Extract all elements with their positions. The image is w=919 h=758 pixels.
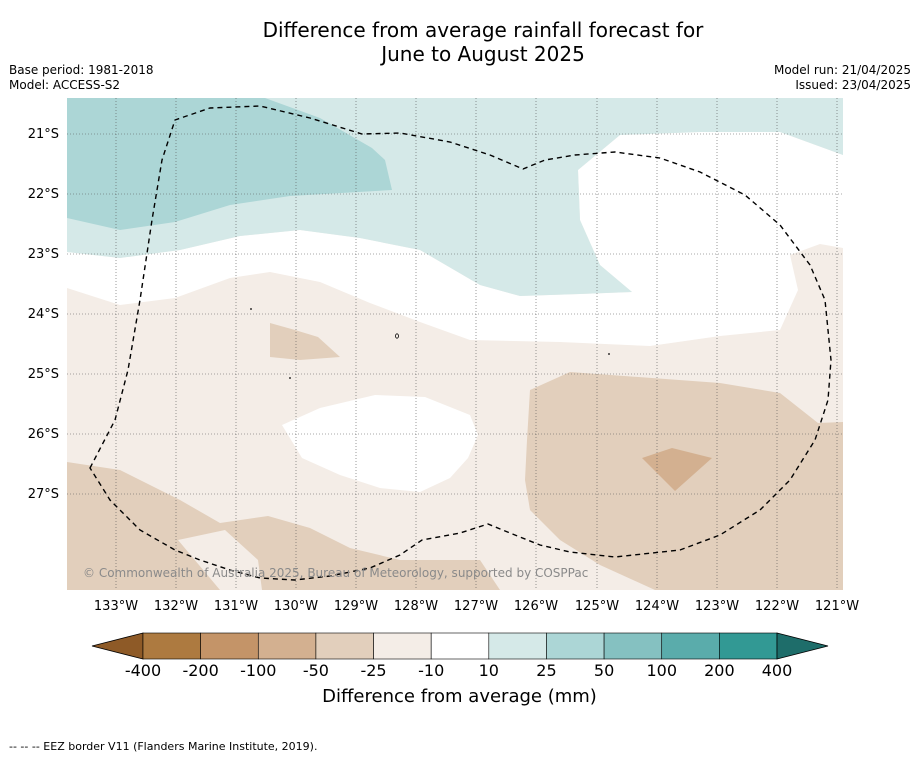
meta-right: Model run: 21/04/2025 Issued: 23/04/2025 xyxy=(774,63,911,93)
model-run-text: Model run: 21/04/2025 xyxy=(773,63,911,77)
colorbar-title: Difference from average (mm) xyxy=(322,686,597,707)
island-mark xyxy=(250,308,252,310)
colorbar-tick-label: 50 xyxy=(594,661,614,680)
wet-region-medium xyxy=(67,98,392,230)
colorbar-tick-label: -200 xyxy=(182,661,218,680)
lat-label-24s: 24°S xyxy=(28,307,59,322)
lon-label-121w: 121°W xyxy=(815,599,859,614)
colorbar-tick-label: 10 xyxy=(479,661,499,680)
lon-label-128w: 128°W xyxy=(394,599,438,614)
lon-label-124w: 124°W xyxy=(635,599,679,614)
lon-label-127w: 127°W xyxy=(454,599,498,614)
copyright-text: © Commonwealth of Australia 2025, Bureau… xyxy=(83,566,588,580)
lat-label-27s: 27°S xyxy=(28,487,59,502)
colorbar-extend-low-arrow xyxy=(91,632,144,660)
colorbar: -400 -200 -100 -50 -25 -10 10 25 50 100 200 400 xyxy=(91,632,829,680)
lon-label-126w: 126°W xyxy=(514,599,558,614)
dry-region-patch xyxy=(642,448,712,491)
meta-left: Base period: 1981-2018 Model: ACCESS-S2 xyxy=(9,63,154,93)
latitude-labels: 21°S 22°S 23°S 24°S 25°S 26°S 27°S xyxy=(28,127,59,502)
colorbar-tick-label: -400 xyxy=(125,661,161,680)
colorbar-swatch xyxy=(373,632,432,660)
map-grid xyxy=(67,98,843,590)
longitude-labels: 133°W 132°W 131°W 130°W 129°W 128°W 127°… xyxy=(94,599,859,614)
lon-label-123w: 123°W xyxy=(695,599,739,614)
colorbar-swatch xyxy=(661,632,720,660)
colorbar-tick-label: 200 xyxy=(704,661,735,680)
colorbar-tick-label: 100 xyxy=(646,661,677,680)
colorbar-swatch xyxy=(257,632,317,660)
colorbar-tick-label: 25 xyxy=(536,661,556,680)
lon-label-132w: 132°W xyxy=(154,599,198,614)
colorbar-swatch xyxy=(142,632,201,660)
lon-label-133w: 133°W xyxy=(94,599,138,614)
lon-label-130w: 130°W xyxy=(274,599,318,614)
island-mark xyxy=(289,377,291,379)
colorbar-swatch xyxy=(546,632,605,660)
lat-label-22s: 22°S xyxy=(28,187,59,202)
neutral-region-north xyxy=(67,132,843,346)
colorbar-tick-label: -10 xyxy=(418,661,444,680)
base-period-text: Base period: 1981-2018 xyxy=(9,63,154,77)
map-plot-area xyxy=(67,98,843,590)
colorbar-tick-label: 400 xyxy=(762,661,793,680)
lat-label-26s: 26°S xyxy=(28,427,59,442)
neutral-region-center xyxy=(282,395,478,492)
title-line-1: Difference from average rainfall forecas… xyxy=(262,18,704,42)
lat-label-21s: 21°S xyxy=(28,127,59,142)
map-title: Difference from average rainfall forecas… xyxy=(0,18,919,66)
lon-label-125w: 125°W xyxy=(575,599,619,614)
island-mark xyxy=(608,353,610,355)
colorbar-tick-label: -100 xyxy=(240,661,276,680)
colorbar-extend-high-arrow xyxy=(776,632,829,660)
lon-label-131w: 131°W xyxy=(214,599,258,614)
colorbar-tick-label: -50 xyxy=(303,661,329,680)
colorbar-swatch xyxy=(430,632,490,660)
island-mark xyxy=(395,333,399,339)
lat-label-23s: 23°S xyxy=(28,247,59,262)
issued-text: Issued: 23/04/2025 xyxy=(795,78,911,92)
dry-region-small xyxy=(270,323,340,360)
colorbar-swatch xyxy=(603,632,663,660)
lat-label-25s: 25°S xyxy=(28,367,59,382)
title-line-2: June to August 2025 xyxy=(381,42,585,66)
colorbar-tick-label: -25 xyxy=(360,661,386,680)
lon-label-122w: 122°W xyxy=(755,599,799,614)
lon-label-129w: 129°W xyxy=(334,599,378,614)
eez-footnote: -- -- -- EEZ border V11 (Flanders Marine… xyxy=(9,740,318,753)
dry-region-southwest xyxy=(67,462,500,590)
colorbar-swatch xyxy=(719,632,778,660)
neutral-region-southwest xyxy=(178,530,262,590)
colorbar-swatch xyxy=(315,632,374,660)
colorbar-swatch xyxy=(200,632,259,660)
model-text: Model: ACCESS-S2 xyxy=(9,78,121,92)
eez-border-line xyxy=(89,105,832,581)
colorbar-swatch xyxy=(488,632,547,660)
